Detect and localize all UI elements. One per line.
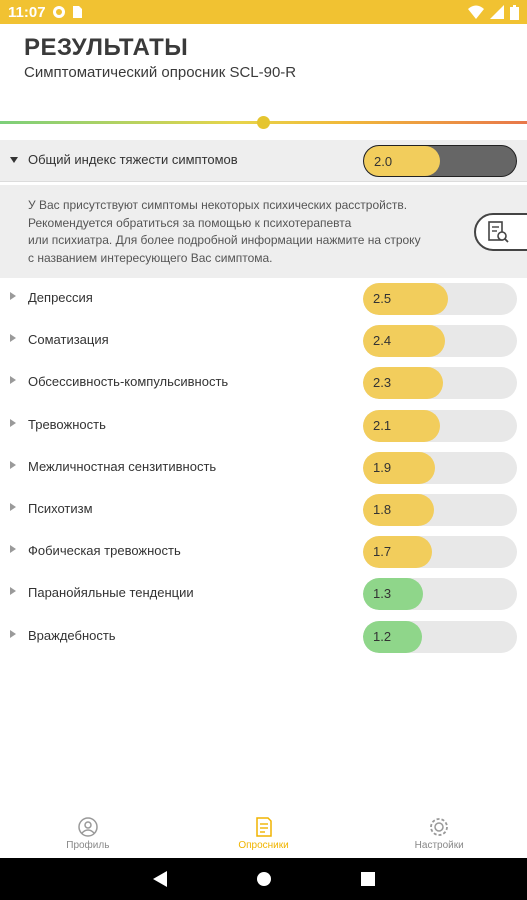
info-line: с названием интересующего Вас симптома. (28, 250, 273, 265)
symptom-row-6[interactable]: Психотизм 1.8 (0, 489, 527, 531)
symptom-row-1[interactable]: Депрессия 2.5 (0, 278, 527, 320)
symptom-label: Психотизм (28, 501, 93, 516)
symptom-value: 1.2 (373, 628, 392, 644)
symptom-bar-fill (363, 367, 444, 400)
symptom-bar-fill (363, 283, 448, 315)
symptom-row-9[interactable]: Враждебность 1.2 (0, 616, 527, 658)
sync-icon (52, 6, 65, 18)
info-line: или психиатра. Для более подробной инфор… (28, 233, 421, 247)
signal-icon (490, 5, 504, 19)
header (0, 24, 527, 122)
bottom-nav: Профиль Опросники Настройки (0, 812, 527, 858)
recents-icon[interactable] (360, 872, 375, 886)
symptom-bar: 2.3 (363, 367, 517, 400)
symptom-value: 1.7 (373, 544, 392, 560)
nav-questionnaires[interactable]: Опросники (176, 812, 352, 858)
page-title: РЕЗУЛЬТАТЫ (24, 34, 189, 61)
expand-right-icon (10, 629, 16, 638)
page-subtitle: Симптоматический опросник SCL-90-R (24, 64, 297, 81)
symptom-label: Соматизация (28, 332, 109, 348)
symptom-bar: 2.1 (363, 409, 517, 442)
expand-right-icon (10, 376, 16, 385)
status-bar: 11:07 (0, 0, 527, 24)
symptom-bar: 2.5 (363, 283, 517, 315)
status-time: 11:07 (8, 3, 46, 21)
symptom-bar-fill (363, 494, 434, 526)
symptom-value: 2.1 (373, 417, 392, 433)
symptom-bar-fill (363, 409, 440, 442)
symptom-bar: 1.2 (363, 620, 517, 653)
symptom-bar-fill (363, 578, 424, 611)
settings-icon (430, 818, 449, 836)
symptom-value: 1.3 (373, 586, 392, 602)
questionnaire-icon (255, 817, 272, 837)
symptom-label: Обсессивность-компульсивность (28, 374, 229, 390)
symptom-bar: 1.3 (363, 578, 517, 611)
nav-profile-label: Профиль (66, 840, 110, 851)
document-search-icon (488, 221, 509, 243)
symptom-label: Фобическая тревожность (28, 543, 181, 559)
symptom-bar-fill (363, 451, 436, 484)
expand-right-icon (10, 418, 16, 427)
expand-right-icon (10, 334, 16, 343)
symptom-bar: 1.9 (363, 451, 517, 484)
nav-profile[interactable]: Профиль (0, 812, 176, 858)
severity-marker (257, 116, 270, 129)
document-search-button[interactable] (474, 213, 527, 251)
symptom-value: 2.3 (373, 375, 392, 391)
sd-card-icon (72, 6, 82, 18)
symptom-row-5[interactable]: Межличностная сензитивность 1.9 (0, 447, 527, 489)
symptom-value: 1.9 (373, 459, 392, 475)
total-index-value: 2.0 (374, 154, 393, 169)
symptom-label: Тревожность (28, 416, 106, 432)
symptom-value: 2.4 (373, 333, 392, 349)
nav-questionnaires-label: Опросники (238, 840, 289, 851)
expand-right-icon (10, 460, 16, 469)
symptom-bar-fill (363, 325, 445, 358)
system-nav-bar (0, 858, 527, 900)
info-line: Рекомендуется обратиться за помощью к пс… (28, 215, 352, 230)
symptom-row-3[interactable]: Обсессивность-компульсивность 2.3 (0, 362, 527, 404)
symptom-bar: 1.7 (363, 536, 517, 569)
symptom-row-8[interactable]: Паранойяльные тенденции 1.3 (0, 573, 527, 615)
total-index-row[interactable]: Общий индекс тяжести симптомов 2.0 (0, 140, 527, 182)
symptom-label: Межличностная сензитивность (28, 458, 217, 474)
battery-icon (510, 4, 519, 20)
profile-icon (78, 817, 98, 837)
symptom-value: 1.8 (373, 502, 392, 517)
symptom-value: 2.5 (373, 291, 392, 306)
symptom-row-2[interactable]: Соматизация 2.4 (0, 320, 527, 362)
expand-right-icon (10, 503, 16, 511)
back-icon[interactable] (152, 871, 167, 887)
expand-right-icon (10, 292, 16, 300)
symptom-bar-fill (363, 536, 433, 569)
expand-right-icon (10, 587, 16, 596)
nav-settings[interactable]: Настройки (351, 812, 527, 858)
wifi-icon (468, 5, 484, 19)
info-line: У Вас присутствуют симптомы некоторых пс… (28, 198, 408, 212)
status-right (468, 4, 519, 20)
symptom-label: Паранойяльные тенденции (28, 585, 194, 601)
symptom-bar: 2.4 (363, 325, 517, 358)
expand-down-icon (10, 157, 18, 163)
total-index-bar: 2.0 (363, 145, 517, 177)
symptom-label: Враждебность (28, 627, 116, 643)
info-text: У Вас присутствуют симптомы некоторых пс… (28, 197, 468, 267)
symptom-bar-fill (363, 620, 422, 653)
symptom-label: Депрессия (28, 290, 93, 305)
total-index-label: Общий индекс тяжести симптомов (28, 152, 238, 167)
expand-right-icon (10, 545, 16, 554)
symptom-row-4[interactable]: Тревожность 2.1 (0, 405, 527, 447)
symptom-row-7[interactable]: Фобическая тревожность 1.7 (0, 531, 527, 573)
total-index-fill (364, 146, 440, 176)
home-icon[interactable] (256, 872, 271, 886)
symptom-bar: 1.8 (363, 494, 517, 526)
nav-settings-label: Настройки (414, 840, 464, 851)
info-box: У Вас присутствуют симптомы некоторых пс… (0, 185, 527, 278)
